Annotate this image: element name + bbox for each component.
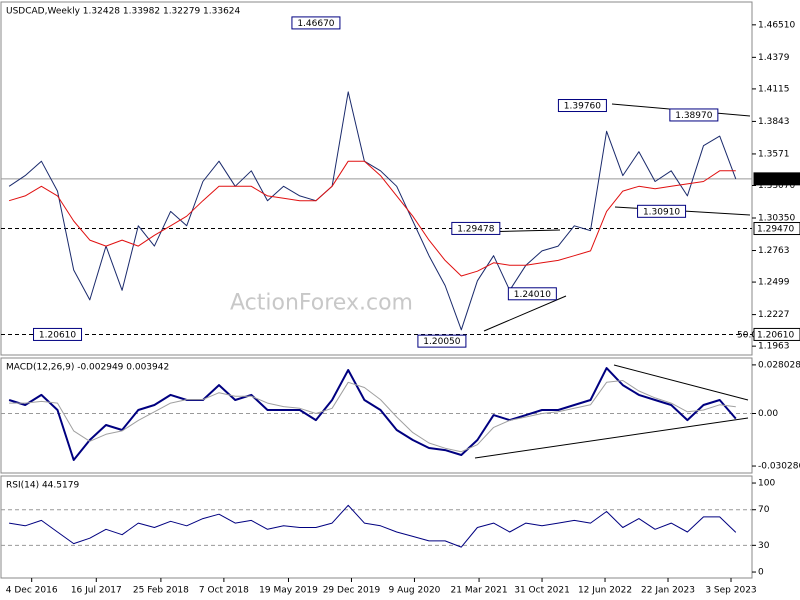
y-tick-label: 100: [758, 479, 775, 489]
y-tick-label: 1.3571: [758, 149, 790, 159]
y-tick-label: 0.028028: [758, 360, 800, 370]
annotation-label: 1.20610: [39, 330, 76, 340]
y-tick-label: 1.2227: [758, 310, 790, 320]
trend-line: [613, 364, 749, 401]
y-tick-label: 0: [758, 568, 764, 578]
x-tick-label: 7 Oct 2018: [199, 586, 249, 596]
annotation-label: 1.20050: [423, 337, 460, 347]
annotation-box: [33, 327, 83, 341]
fib-label: 50.0: [737, 331, 757, 341]
trend-line: [483, 295, 567, 332]
annotation-box: [417, 334, 467, 348]
annotation-label: 1.30910: [643, 207, 680, 217]
y-tick-label: -0.030286: [758, 462, 800, 472]
price-label-box: [753, 327, 800, 341]
y-tick-label: 1.4115: [758, 84, 790, 94]
x-tick-label: 31 Oct 2021: [514, 586, 570, 596]
price-label: 1.33624: [757, 175, 794, 185]
price-label-box: [753, 222, 800, 236]
annotation-label: 1.38970: [675, 111, 712, 121]
series-line: [8, 367, 737, 461]
x-tick-label: 29 Dec 2019: [323, 586, 381, 596]
y-tick-label: 0.00: [758, 409, 778, 419]
series-line: [9, 504, 737, 548]
y-tick-label: 1.30350: [758, 214, 795, 224]
panel-frame: [0, 357, 753, 474]
price-label-box: [753, 172, 800, 186]
y-tick-label: 1.3843: [758, 117, 790, 127]
annotation-box: [451, 221, 501, 235]
x-tick-label: 3 Sep 2023: [705, 586, 756, 596]
trend-line: [474, 417, 749, 459]
y-tick-label: 1.33070: [758, 181, 795, 191]
panel-title: MACD(12,26,9) -0.002949 0.003942: [6, 363, 169, 373]
annotation-box: [291, 16, 341, 30]
series-line: [9, 380, 736, 453]
x-tick-label: 16 Jul 2017: [71, 586, 122, 596]
panel-frame: [0, 475, 753, 579]
x-tick-label: 12 Jun 2022: [578, 586, 632, 596]
panel-title: RSI(14) 44.5179: [6, 481, 79, 491]
price-label: 1.29470: [757, 225, 794, 235]
watermark: ActionForex.com: [230, 291, 413, 316]
annotation-box: [557, 99, 607, 113]
y-tick-label: 70: [758, 505, 770, 515]
annotation-box: [669, 108, 719, 122]
panel-title: USDCAD,Weekly 1.32428 1.33982 1.32279 1.…: [6, 7, 241, 17]
annotation-label: 1.46670: [297, 19, 334, 29]
x-tick-label: 9 Aug 2020: [388, 586, 440, 596]
annotation-label: 1.24010: [514, 290, 551, 300]
y-tick-label: 30: [758, 541, 770, 551]
x-tick-label: 25 Feb 2018: [133, 586, 189, 596]
annotation-label: 1.29478: [457, 224, 494, 234]
price-label: 1.20610: [757, 330, 794, 340]
x-tick-label: 4 Dec 2016: [6, 586, 58, 596]
annotation-box: [507, 287, 557, 301]
series-line: [8, 160, 736, 277]
y-tick-label: 1.4379: [758, 53, 790, 63]
x-tick-label: 22 Jan 2023: [641, 586, 695, 596]
x-tick-label: 19 May 2019: [259, 586, 318, 596]
y-tick-label: 1.2499: [758, 278, 790, 288]
annotation-box: [637, 204, 687, 218]
y-tick-label: 1.46510: [758, 20, 795, 30]
y-tick-label: 1.2763: [758, 246, 790, 256]
series-line: [8, 91, 737, 331]
x-tick-label: 21 Mar 2021: [451, 586, 508, 596]
y-tick-label: 1.1963: [758, 342, 790, 352]
annotation-label: 1.39760: [564, 102, 601, 112]
